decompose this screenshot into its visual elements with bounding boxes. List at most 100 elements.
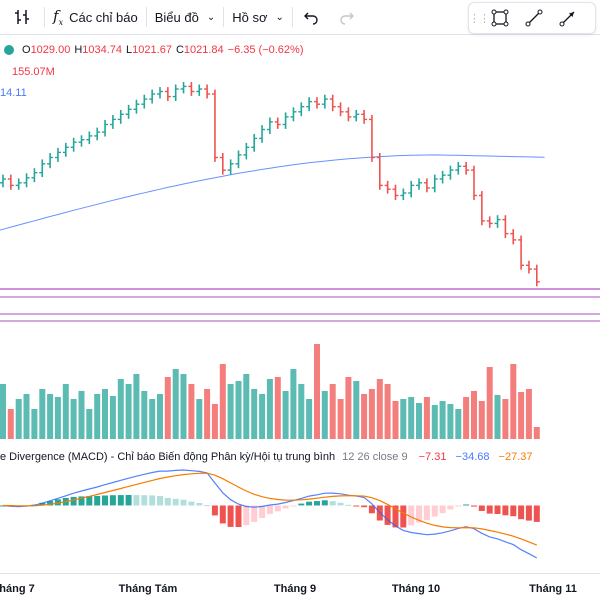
volume-bar	[298, 384, 305, 439]
macd-histogram-bar	[243, 505, 250, 526]
ohlc-bar	[431, 174, 438, 193]
undo-button[interactable]	[293, 0, 329, 34]
ohlc-bar	[133, 99, 140, 114]
toolbar-divider	[223, 7, 225, 27]
volume-bar	[211, 404, 218, 439]
macd-histogram-bar	[259, 505, 266, 518]
ohlc-bar	[471, 165, 477, 200]
drag-handle-icon[interactable]: ⋮⋮	[469, 12, 490, 25]
high-value: 1034.74	[82, 44, 123, 56]
macd-histogram-bar	[502, 505, 509, 516]
ohlc-bar	[345, 107, 352, 122]
arrow-line-icon	[559, 11, 575, 27]
ohlc-bar	[94, 127, 101, 141]
macd-histogram-bar	[478, 505, 485, 511]
volume-bar	[157, 394, 163, 439]
macd-histogram-bar	[384, 505, 391, 525]
macd-pane[interactable]	[0, 466, 600, 571]
macd-histogram-bar	[157, 496, 163, 506]
bar-style-button[interactable]	[0, 0, 44, 34]
toolbar-divider	[291, 7, 293, 27]
ohlc-bar	[227, 159, 234, 175]
volume-bar	[306, 399, 313, 439]
profile-menu-button[interactable]: Hồ sơ ⌄	[224, 0, 292, 34]
macd-histogram-bar	[525, 505, 532, 521]
macd-histogram-bar	[368, 505, 375, 514]
volume-bar	[282, 391, 289, 439]
ohlc-bar	[282, 112, 289, 129]
volume-bar	[102, 389, 108, 439]
macd-params: 12 26 close 9	[342, 451, 408, 463]
ohlc-bar	[39, 159, 46, 178]
indicators-label: Các chỉ báo	[69, 9, 138, 25]
change-value: −6.35 (−0.62%)	[227, 44, 304, 56]
redo-button[interactable]	[329, 0, 365, 34]
moving-average-value: 14.11	[0, 87, 27, 99]
open-key: O	[22, 44, 31, 56]
ohlc-bar	[525, 260, 532, 274]
macd-histogram-bar	[70, 496, 77, 506]
xaxis-label: Tháng 11	[529, 583, 577, 595]
ohlc-bar	[86, 131, 93, 145]
ohlc-bar	[337, 102, 344, 117]
trend-line-tool-button[interactable]	[517, 4, 551, 32]
volume-bar	[196, 399, 203, 439]
macd-histogram-bar	[251, 505, 258, 522]
volume-bar	[15, 399, 22, 439]
volume-bar	[400, 399, 407, 439]
close-key: C	[175, 44, 184, 56]
volume-bar	[109, 396, 116, 439]
macd-histogram-bar	[266, 505, 273, 514]
ohlc-bar	[109, 115, 116, 129]
macd-histogram-bar	[196, 503, 203, 506]
volume-bar	[164, 377, 171, 439]
ohlc-bar	[274, 117, 281, 129]
volume-bar	[463, 397, 470, 439]
volume-bar	[525, 389, 532, 439]
macd-histogram-bar	[164, 497, 171, 506]
chart-menu-button[interactable]: Biểu đồ ⌄	[147, 0, 223, 34]
ohlc-bar	[368, 115, 375, 162]
volume-bar	[133, 374, 140, 439]
rectangle-tool-button[interactable]	[483, 4, 517, 32]
ohlc-bar	[211, 89, 218, 162]
toolbar-divider	[44, 7, 45, 27]
macd-histogram-bar	[133, 495, 140, 506]
volume-bar	[329, 384, 336, 439]
ohlc-bar	[306, 97, 313, 112]
macd-histogram-bar	[211, 505, 218, 516]
volume-bar	[361, 394, 368, 439]
ohlc-bar	[290, 107, 297, 122]
volume-bar	[486, 367, 493, 439]
price-chart[interactable]	[0, 35, 600, 445]
macd-title: e Divergence (MACD) - Chỉ báo Biến động …	[0, 451, 336, 463]
ohlc-bar	[384, 180, 391, 194]
ohlc-bar	[219, 153, 226, 175]
ohlc-bar	[204, 84, 211, 99]
symbol-logo-icon[interactable]	[4, 45, 14, 55]
ohlc-bar	[157, 87, 163, 99]
xaxis-label: háng 7	[0, 583, 35, 595]
arrow-tool-button[interactable]	[551, 4, 585, 32]
indicators-button[interactable]: fx Các chỉ báo	[45, 0, 146, 34]
low-key: L	[126, 44, 133, 56]
drawing-toolbar: ⋮⋮	[468, 2, 596, 34]
ohlc-bar	[70, 137, 77, 152]
macd-histogram-bar	[149, 495, 156, 506]
macd-histogram-bar	[141, 495, 148, 506]
ohlc-bar	[172, 84, 179, 101]
volume-bar	[502, 399, 509, 439]
macd-histogram-bar	[400, 505, 407, 528]
macd-line-value: −34.68	[455, 451, 490, 463]
ohlc-bar	[361, 109, 368, 124]
ohlc-bar	[259, 125, 266, 143]
time-axis[interactable]: háng 7 Tháng Tám Tháng 9 Tháng 10 Tháng …	[0, 573, 600, 601]
ohlc-bar	[47, 153, 54, 169]
macd-histogram-bar	[39, 502, 46, 506]
ohlc-bar	[486, 216, 493, 228]
macd-histogram-bar	[54, 499, 61, 506]
macd-histogram-value: −7.31	[418, 451, 447, 463]
ohlc-bar	[321, 94, 328, 109]
macd-histogram-bar	[172, 498, 179, 506]
macd-histogram-bar	[314, 501, 320, 506]
